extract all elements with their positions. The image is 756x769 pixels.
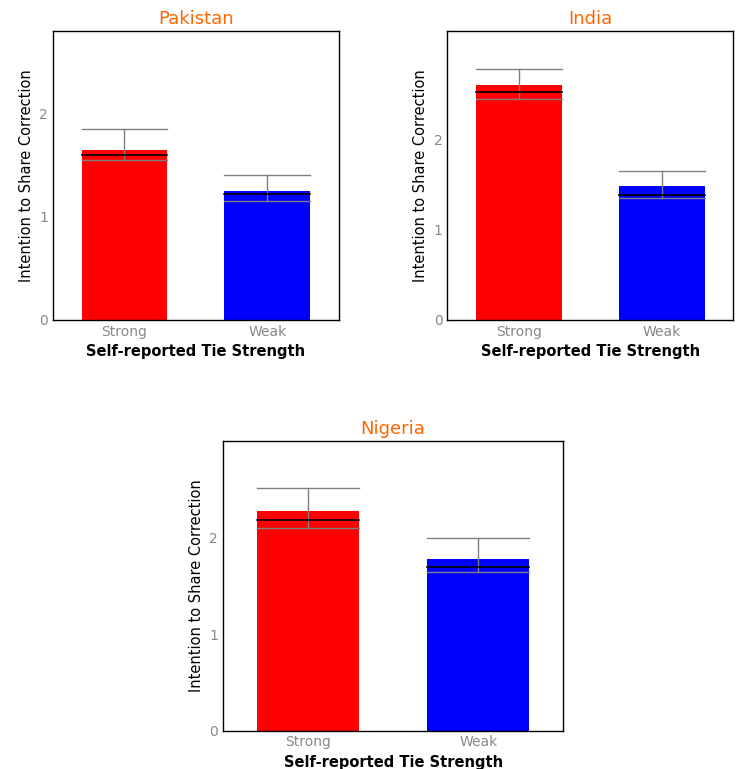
X-axis label: Self-reported Tie Strength: Self-reported Tie Strength <box>284 755 503 769</box>
Bar <box>82 149 167 320</box>
X-axis label: Self-reported Tie Strength: Self-reported Tie Strength <box>481 345 700 359</box>
Y-axis label: Intention to Share Correction: Intention to Share Correction <box>189 480 203 692</box>
Y-axis label: Intention to Share Correction: Intention to Share Correction <box>413 69 428 281</box>
Bar <box>257 511 359 731</box>
Bar <box>225 191 310 320</box>
X-axis label: Self-reported Tie Strength: Self-reported Tie Strength <box>86 345 305 359</box>
Bar <box>427 559 529 731</box>
Bar <box>476 85 562 320</box>
Bar <box>619 186 705 320</box>
Y-axis label: Intention to Share Correction: Intention to Share Correction <box>19 69 33 281</box>
Title: Pakistan: Pakistan <box>158 10 234 28</box>
Title: Nigeria: Nigeria <box>361 421 426 438</box>
Title: India: India <box>569 10 612 28</box>
